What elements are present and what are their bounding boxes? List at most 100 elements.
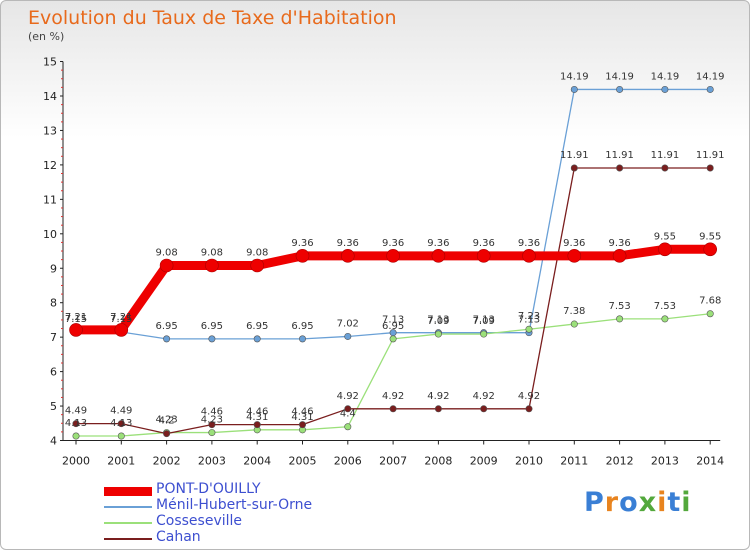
data-label: 7.09: [427, 316, 449, 327]
data-point: [208, 429, 216, 437]
data-label: 6.95: [246, 321, 268, 332]
data-label: 7.23: [518, 311, 540, 322]
data-point: [658, 242, 672, 257]
y-tick-label: 6: [50, 366, 57, 379]
y-tick-label: 14: [43, 90, 57, 103]
data-label: 7.13: [382, 315, 404, 326]
data-label: 4.13: [65, 418, 87, 429]
data-label: 4.23: [155, 415, 177, 426]
data-label: 7.02: [337, 318, 359, 329]
data-point: [570, 164, 578, 172]
data-point: [522, 249, 536, 263]
data-label: 4.46: [291, 407, 313, 418]
data-label: 4.49: [65, 406, 87, 417]
data-point: [117, 432, 125, 440]
data-point: [386, 249, 400, 263]
data-point: [250, 258, 265, 273]
logo-letter: r: [604, 487, 620, 518]
x-tick-label: 2009: [470, 455, 498, 468]
data-label: 9.55: [654, 231, 676, 242]
y-tick-label: 5: [50, 400, 57, 413]
legend-label: PONT-D'OUILLY: [156, 481, 261, 497]
data-label: 9.36: [291, 238, 313, 249]
legend-swatch: [104, 506, 152, 508]
data-label: 4.13: [110, 418, 132, 429]
data-point: [570, 85, 578, 93]
data-point: [340, 249, 355, 263]
data-label: 4.31: [291, 412, 313, 423]
data-label: 4.31: [246, 412, 268, 423]
data-label: 6.95: [201, 321, 223, 332]
logo-letter: i: [657, 487, 668, 518]
data-label: 4.4: [340, 409, 356, 420]
data-label: 4.2: [159, 416, 175, 427]
x-tick-label: 2010: [515, 455, 543, 468]
data-label: 4.92: [382, 391, 404, 402]
data-point: [661, 315, 669, 323]
data-label: 14.19: [696, 71, 725, 82]
logo-letter: P: [584, 487, 605, 518]
data-point: [114, 323, 129, 337]
data-point: [344, 332, 352, 340]
data-point: [389, 405, 397, 413]
data-label: 9.08: [155, 247, 177, 258]
data-point: [661, 164, 669, 172]
data-label: 9.36: [563, 238, 585, 249]
data-label: 4.23: [201, 415, 223, 426]
data-point: [163, 335, 171, 343]
data-label: 14.19: [651, 71, 680, 82]
data-point: [706, 85, 714, 93]
data-label: 11.91: [560, 150, 589, 161]
data-point: [298, 335, 306, 343]
data-point: [298, 421, 306, 429]
x-tick-label: 2006: [334, 455, 362, 468]
data-point: [706, 164, 714, 172]
x-tick-label: 2001: [107, 455, 135, 468]
data-point: [616, 85, 624, 93]
y-tick-label: 11: [43, 193, 57, 206]
data-label: 7.13: [427, 315, 449, 326]
y-tick-label: 10: [43, 228, 57, 241]
legend-label: Ménil-Hubert-sur-Orne: [156, 497, 313, 513]
data-point: [616, 164, 624, 172]
data-label: 7.15: [65, 314, 87, 325]
data-point: [295, 249, 310, 263]
y-tick-label: 13: [43, 124, 57, 137]
data-label: 9.36: [427, 238, 449, 249]
data-label: 9.36: [473, 238, 495, 249]
data-label: 6.95: [155, 321, 177, 332]
data-label: 9.08: [246, 247, 268, 258]
data-point: [616, 315, 624, 323]
x-tick-label: 2014: [696, 455, 724, 468]
data-point: [344, 405, 352, 413]
x-tick-label: 2000: [62, 455, 90, 468]
data-point: [476, 249, 491, 263]
data-label: 7.53: [608, 301, 630, 312]
data-point: [253, 421, 261, 429]
x-tick-label: 2008: [424, 455, 452, 468]
data-label: 6.95: [382, 321, 404, 332]
data-point: [480, 330, 488, 338]
data-label: 4.92: [518, 391, 540, 402]
data-label: 7.09: [473, 316, 495, 327]
data-label: 11.91: [651, 150, 680, 161]
data-point: [208, 335, 216, 343]
data-label: 9.55: [699, 231, 721, 242]
data-point: [344, 423, 352, 431]
data-point: [480, 405, 488, 413]
data-label: 11.91: [605, 150, 634, 161]
data-label: 9.36: [382, 238, 404, 249]
data-label: 7.15: [110, 314, 132, 325]
data-label: 6.95: [291, 321, 313, 332]
y-axis-unit: (en %): [28, 30, 65, 43]
data-point: [208, 421, 216, 429]
data-label: 4.46: [246, 407, 268, 418]
line-chart: 4 5 6 7 8 9 10 11 12 13 14 15 2000 2001 2002 2003 2004 20…: [43, 56, 725, 468]
data-point: [434, 405, 442, 413]
y-tick-label: 7: [50, 331, 57, 344]
data-label: 7.21: [65, 312, 87, 323]
data-label: 9.36: [518, 238, 540, 249]
x-tick-label: 2004: [243, 455, 271, 468]
y-tick-label: 12: [43, 159, 57, 172]
